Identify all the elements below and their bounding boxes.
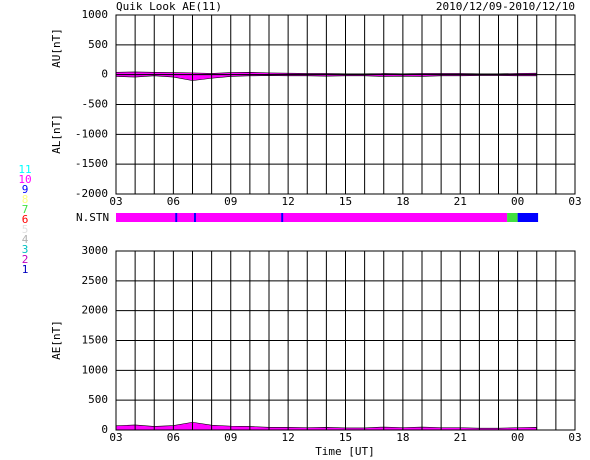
- stn-legend-label: 8: [22, 193, 29, 206]
- x-tick-label: 03: [109, 431, 122, 444]
- x-tick-label: 06: [167, 195, 180, 208]
- y-tick-label: -500: [82, 98, 109, 111]
- x-tick-label: 21: [454, 195, 467, 208]
- x-tick-label: 12: [282, 195, 295, 208]
- stn-legend-label: 7: [22, 203, 29, 216]
- x-tick-label: 03: [109, 195, 122, 208]
- y-tick-label: 1000: [82, 363, 109, 376]
- stn-segment: [175, 213, 178, 222]
- y-tick-label: -1000: [75, 127, 108, 140]
- y-tick-label: -2000: [75, 187, 108, 200]
- y-axis-label: AL[nT]: [50, 114, 63, 154]
- stn-legend-label: 11: [18, 163, 31, 176]
- x-tick-label: 00: [511, 431, 524, 444]
- y-tick-label: 2000: [82, 304, 109, 317]
- y-tick-label: 0: [101, 68, 108, 81]
- y-tick-label: 1000: [82, 8, 109, 21]
- y-tick-label: 2500: [82, 274, 109, 287]
- stn-segment: [281, 213, 284, 222]
- x-tick-label: 21: [454, 431, 467, 444]
- x-tick-label: 18: [396, 195, 409, 208]
- stn-segment: [507, 213, 518, 222]
- data-area: [115, 421, 538, 431]
- plot-frame: [115, 250, 576, 431]
- stn-segment: [116, 213, 508, 222]
- data-area: [115, 71, 538, 75]
- stn-label: N.STN: [76, 211, 109, 224]
- y-tick-label: 500: [88, 38, 108, 51]
- y-tick-label: 0: [101, 423, 108, 436]
- stn-legend-label: 3: [22, 243, 29, 256]
- x-tick-label: 15: [339, 195, 352, 208]
- y-axis-label: AE[nT]: [50, 320, 63, 360]
- x-tick-label: 00: [511, 195, 524, 208]
- y-axis-label: AU[nT]: [50, 28, 63, 68]
- y-tick-label: 1500: [82, 334, 109, 347]
- x-axis-label: Time [UT]: [315, 445, 375, 458]
- data-area: [115, 74, 538, 81]
- x-tick-label: 15: [339, 431, 352, 444]
- stn-legend-label: 1: [22, 263, 29, 276]
- x-tick-label: 03: [568, 195, 581, 208]
- y-tick-label: 3000: [82, 244, 109, 257]
- stn-segment: [517, 213, 539, 222]
- x-tick-label: 06: [167, 431, 180, 444]
- x-tick-label: 09: [224, 195, 237, 208]
- stn-legend-label: 6: [22, 213, 29, 226]
- stn-segment: [194, 213, 196, 222]
- x-tick-label: 03: [568, 431, 581, 444]
- stn-legend-label: 4: [22, 233, 29, 246]
- x-tick-label: 12: [282, 431, 295, 444]
- y-tick-label: -1500: [75, 157, 108, 170]
- stn-legend-label: 10: [18, 173, 31, 186]
- stn-legend-label: 9: [22, 183, 29, 196]
- plot-frame: [115, 14, 576, 195]
- x-tick-label: 09: [224, 431, 237, 444]
- x-tick-label: 18: [396, 431, 409, 444]
- stn-legend-label: 5: [22, 223, 29, 236]
- stn-legend-label: 2: [22, 253, 29, 266]
- chart-title: Quik Look AE(11): [116, 0, 222, 13]
- y-tick-label: 500: [88, 393, 108, 406]
- date-range: 2010/12/09-2010/12/10: [436, 0, 575, 13]
